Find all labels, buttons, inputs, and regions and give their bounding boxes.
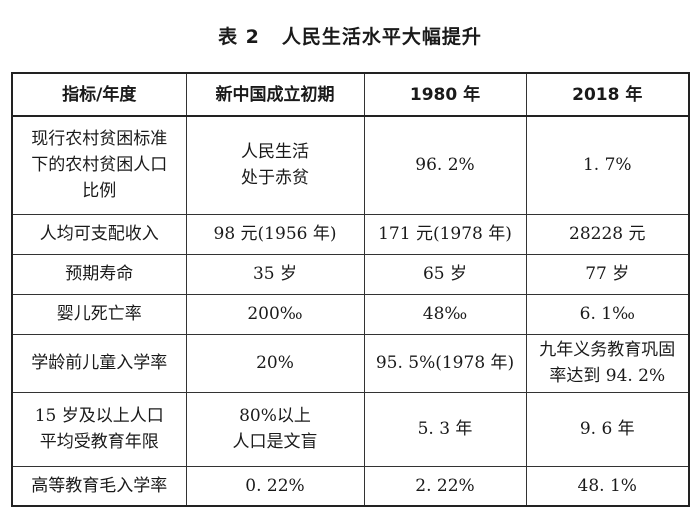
table-row: 婴儿死亡率 200‰ 48‰ 6. 1‰ [11,293,690,335]
cell-text: 九年义务教育巩固 [539,340,676,360]
cell-early: 人民生活 处于赤贫 [185,115,365,215]
cell-text: 48. 1% [577,475,637,496]
cell-y2018: 1. 7% [525,115,690,215]
cell-text: 预期寿命 [65,264,134,284]
table-header-row: 指标/年度 新中国成立初期 1980 年 2018 年 [11,72,690,117]
table-row: 高等教育毛入学率 0. 22% 2. 22% 48. 1% [11,465,690,507]
cell-indicator: 预期寿命 [11,253,187,295]
cell-text: 77 岁 [585,264,630,284]
cell-text: 9. 6 年 [579,419,635,439]
cell-y1980: 171 元(1978 年) [363,213,527,255]
cell-text: 0. 22% [245,475,305,496]
table-row: 现行农村贫困标准 下的农村贫困人口 比例 人民生活 处于赤贫 96. 2% 1. 7% [11,115,690,215]
table-number: 表 2 [218,26,260,48]
cell-y2018: 28228 元 [525,213,690,255]
cell-text: 现行农村贫困标准 [31,129,168,150]
cell-indicator: 学龄前儿童入学率 [11,333,187,393]
table-row: 15 岁及以上人口 平均受教育年限 80%以上 人口是文盲 5. 3 年 9. 6 年 [11,391,690,467]
table-row: 预期寿命 35 岁 65 岁 77 岁 [11,253,690,295]
cell-text: 婴儿死亡率 [56,304,142,324]
table-caption: 表 2 人民生活水平大幅提升 [0,22,700,49]
cell-y2018: 6. 1‰ [525,293,690,335]
cell-y1980: 95. 5%(1978 年) [363,333,527,393]
cell-text: 20% [256,353,294,373]
cell-y2018: 九年义务教育巩固 率达到 94. 2% [525,333,690,393]
header-indicator: 指标/年度 [11,72,187,117]
cell-text: 比例 [82,181,117,202]
cell-early: 0. 22% [185,465,365,507]
cell-text: 5. 3 年 [417,419,473,439]
cell-y2018: 9. 6 年 [525,391,690,467]
cell-early: 35 岁 [185,253,365,295]
cell-y1980: 2. 22% [363,465,527,507]
table-row: 学龄前儿童入学率 20% 95. 5%(1978 年) 九年义务教育巩固 率达到 94.… [11,333,690,393]
cell-indicator: 人均可支配收入 [11,213,187,255]
cell-text: 95. 5%(1978 年) [375,353,515,373]
cell-text: 处于赤贫 [241,168,309,189]
cell-text: 人民生活 [241,142,309,163]
cell-text: 平均受教育年限 [39,432,159,452]
cell-text: 35 岁 [252,264,298,284]
cell-indicator: 婴儿死亡率 [11,293,187,335]
cell-text: 高等教育毛入学率 [31,475,168,496]
cell-text: 下的农村贫困人口 [31,155,168,176]
header-early: 新中国成立初期 [185,72,365,117]
cell-early: 80%以上人口是文盲 [185,391,365,467]
cell-text: 2. 22% [415,475,475,496]
cell-text: 6. 1‰ [579,304,635,324]
cell-text: 率达到 94. 2% [549,366,666,386]
table-row: 人均可支配收入 98 元(1956 年) 171 元(1978 年) 28228 元 [11,213,690,255]
cell-text: 15 岁及以上人口 [34,406,164,426]
cell-text: 28228 元 [569,224,646,244]
cell-text: 48‰ [422,304,468,324]
cell-text: 171 元(1978 年) [378,224,512,244]
cell-text: 200‰ [247,304,303,324]
cell-early: 20% [185,333,365,393]
cell-text: 人均可支配收入 [39,224,159,244]
cell-y1980: 96. 2% [363,115,527,215]
living-standards-table: 指标/年度 新中国成立初期 1980 年 2018 年 现行农村贫困标准 下的农村… [11,72,690,507]
cell-text: 65 岁 [422,264,468,284]
cell-indicator: 15 岁及以上人口 平均受教育年限 [11,391,187,467]
cell-indicator: 高等教育毛入学率 [11,465,187,507]
header-1980: 1980 年 [363,72,527,117]
cell-text: 98 元(1956 年) [213,224,337,244]
cell-y1980: 65 岁 [363,253,527,295]
cell-indicator: 现行农村贫困标准 下的农村贫困人口 比例 [11,115,187,215]
cell-y1980: 48‰ [363,293,527,335]
cell-text: 1. 7% [582,155,632,176]
cell-text: 学龄前儿童入学率 [31,353,168,373]
cell-text: 人口是文盲 [232,432,318,452]
cell-early: 98 元(1956 年) [185,213,365,255]
cell-y1980: 5. 3 年 [363,391,527,467]
header-2018: 2018 年 [525,72,690,117]
cell-early: 200‰ [185,293,365,335]
table-title: 人民生活水平大幅提升 [281,26,482,48]
cell-y2018: 48. 1% [525,465,690,507]
cell-text: 80%以上 [239,406,311,426]
cell-text: 96. 2% [415,155,475,176]
cell-y2018: 77 岁 [525,253,690,295]
